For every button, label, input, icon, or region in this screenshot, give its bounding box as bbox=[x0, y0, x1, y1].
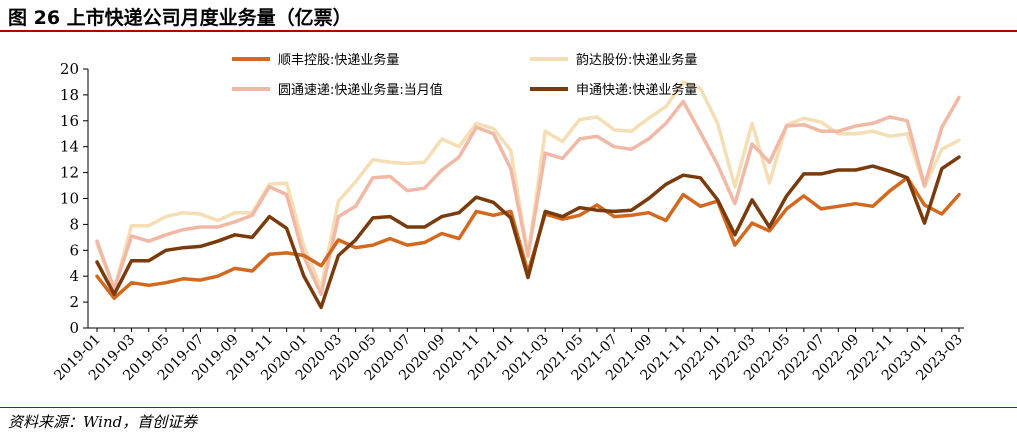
legend-label-3: 申通快递:快递业务量 bbox=[576, 82, 697, 98]
title-bar: 图 26 上市快递公司月度业务量（亿票） bbox=[0, 0, 1017, 32]
y-tick-label: 8 bbox=[69, 215, 79, 233]
series-line-1 bbox=[95, 80, 961, 291]
legend-label-0: 顺丰控股:快递业务量 bbox=[278, 52, 399, 68]
chart-axes: 024681012141618202019-012019-032019-0520… bbox=[51, 60, 965, 384]
y-tick-label: 16 bbox=[60, 112, 79, 130]
footer-rule bbox=[0, 407, 1017, 408]
y-tick-label: 14 bbox=[60, 138, 79, 156]
y-tick-label: 12 bbox=[60, 164, 79, 182]
y-tick-label: 4 bbox=[69, 267, 79, 285]
series-line-3 bbox=[95, 155, 961, 310]
chart-series-lines bbox=[95, 80, 961, 310]
y-tick-label: 10 bbox=[60, 190, 79, 208]
y-tick-label: 6 bbox=[69, 241, 79, 259]
y-tick-label: 0 bbox=[69, 319, 79, 337]
figure-title: 图 26 上市快递公司月度业务量（亿票） bbox=[8, 7, 352, 29]
y-tick-label: 20 bbox=[60, 60, 79, 78]
legend-label-1: 韵达股份:快递业务量 bbox=[576, 52, 697, 68]
series-line-2 bbox=[95, 95, 961, 297]
y-tick-label: 18 bbox=[60, 86, 79, 104]
source-note: 资料来源：Wind，首创证券 bbox=[8, 413, 198, 431]
y-tick-label: 2 bbox=[69, 293, 79, 311]
line-chart: 024681012141618202019-012019-032019-0520… bbox=[51, 52, 965, 384]
legend-label-2: 圆通速递:快递业务量:当月值 bbox=[278, 82, 443, 98]
